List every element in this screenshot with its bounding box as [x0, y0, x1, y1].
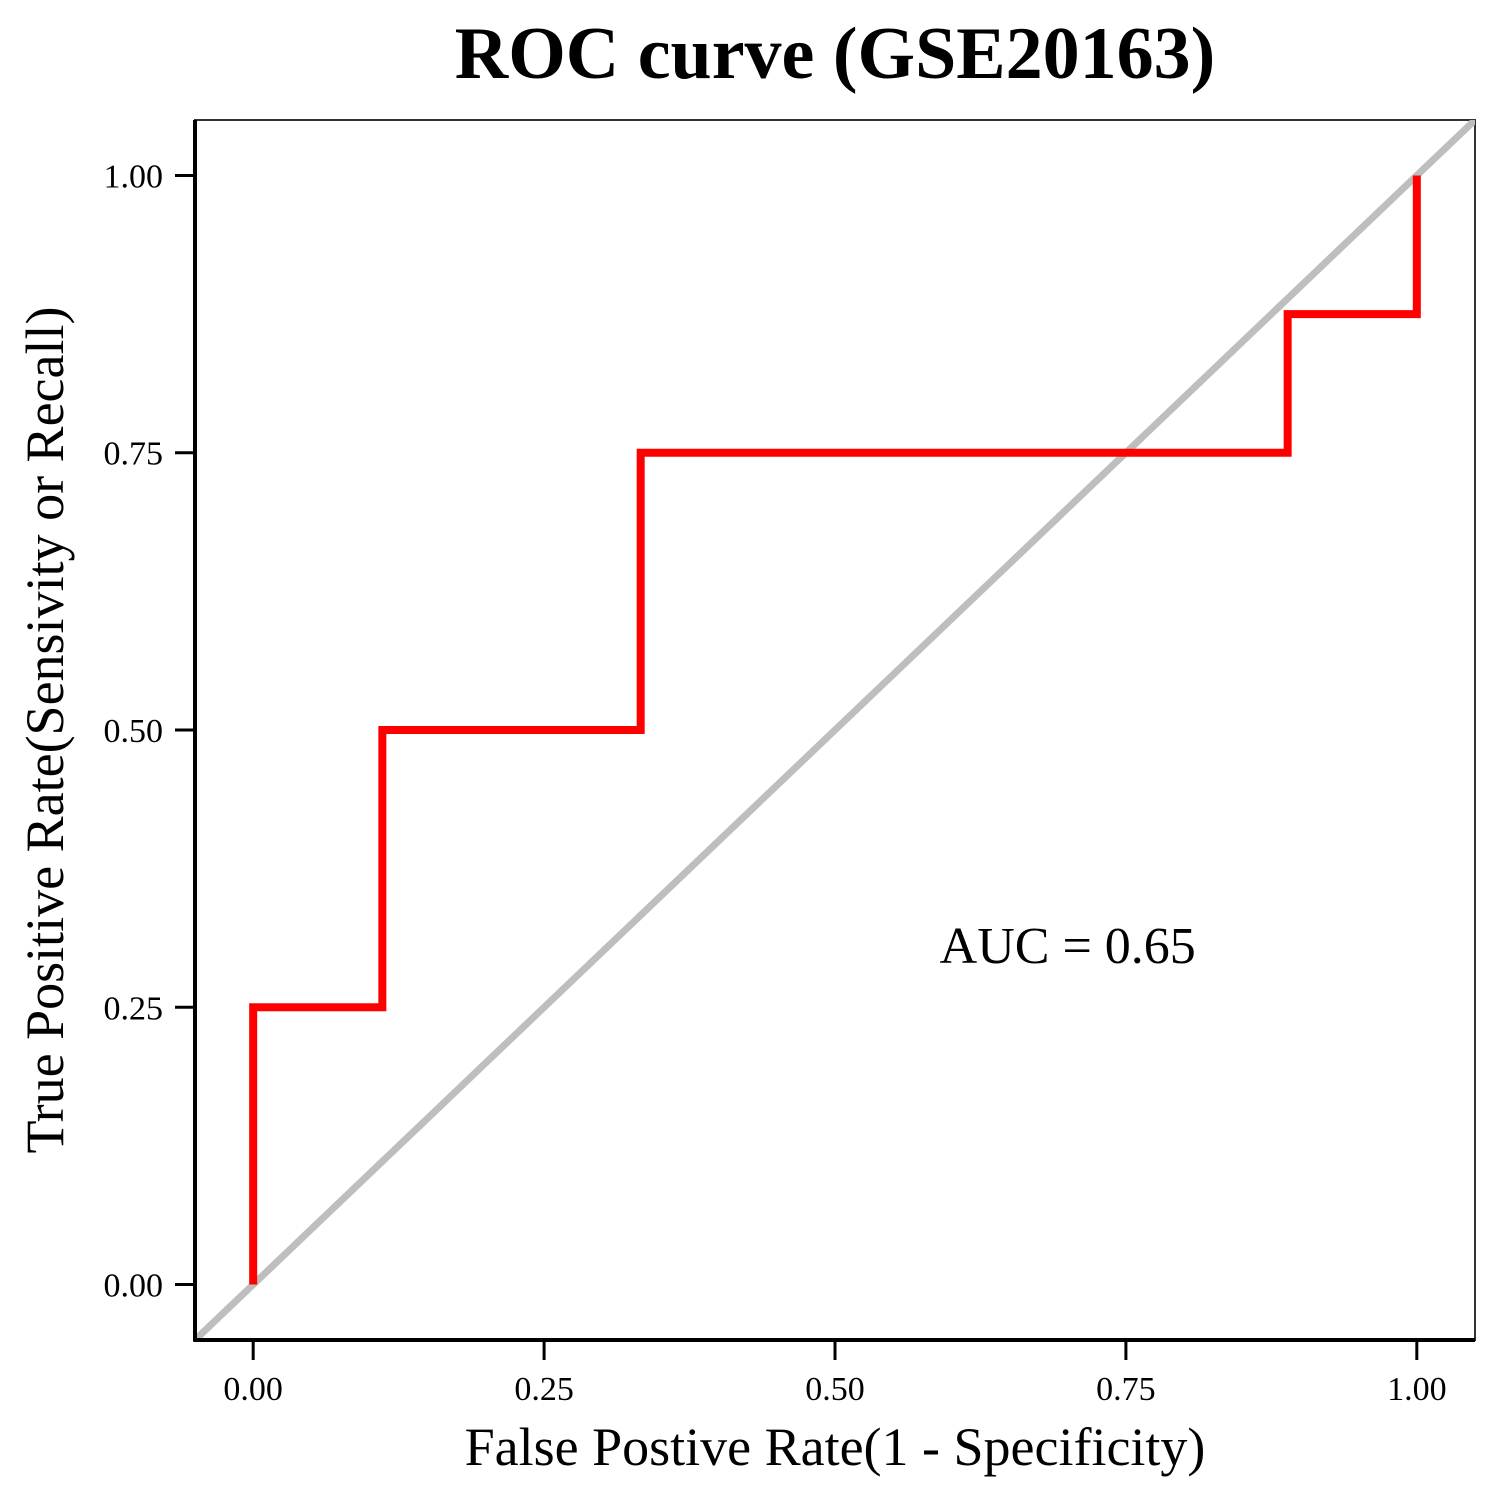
x-tick-label: 1.00 — [1387, 1371, 1447, 1408]
axis-ticks: 0.00 0.25 0.50 0.75 1.00 0.00 0.25 0.50 0.75 1.00 — [104, 120, 1475, 1408]
x-tick-label: 0.75 — [1096, 1371, 1156, 1408]
y-tick-label: 0.25 — [104, 990, 164, 1027]
y-tick-label: 0.75 — [104, 436, 164, 473]
x-axis-title: False Postive Rate(1 - Specificity) — [465, 1417, 1206, 1477]
x-tick-label: 0.00 — [223, 1371, 283, 1408]
y-tick-label: 0.50 — [104, 713, 164, 750]
x-tick-label: 0.25 — [514, 1371, 574, 1408]
roc-curve-line — [249, 175, 1421, 1285]
x-tick-label: 0.50 — [805, 1371, 865, 1408]
y-tick-label: 1.00 — [104, 158, 164, 195]
y-axis-title: True Positive Rate(Sensivity or Recall) — [15, 307, 75, 1154]
plot-lines — [195, 120, 1475, 1340]
reference-diagonal-line — [195, 120, 1475, 1340]
plot-area: AUC = 0.65 — [194, 119, 1476, 1341]
y-tick-label: 0.00 — [104, 1268, 164, 1305]
auc-annotation: AUC = 0.65 — [940, 918, 1196, 975]
chart-title: ROC curve (GSE20163) — [455, 13, 1216, 95]
